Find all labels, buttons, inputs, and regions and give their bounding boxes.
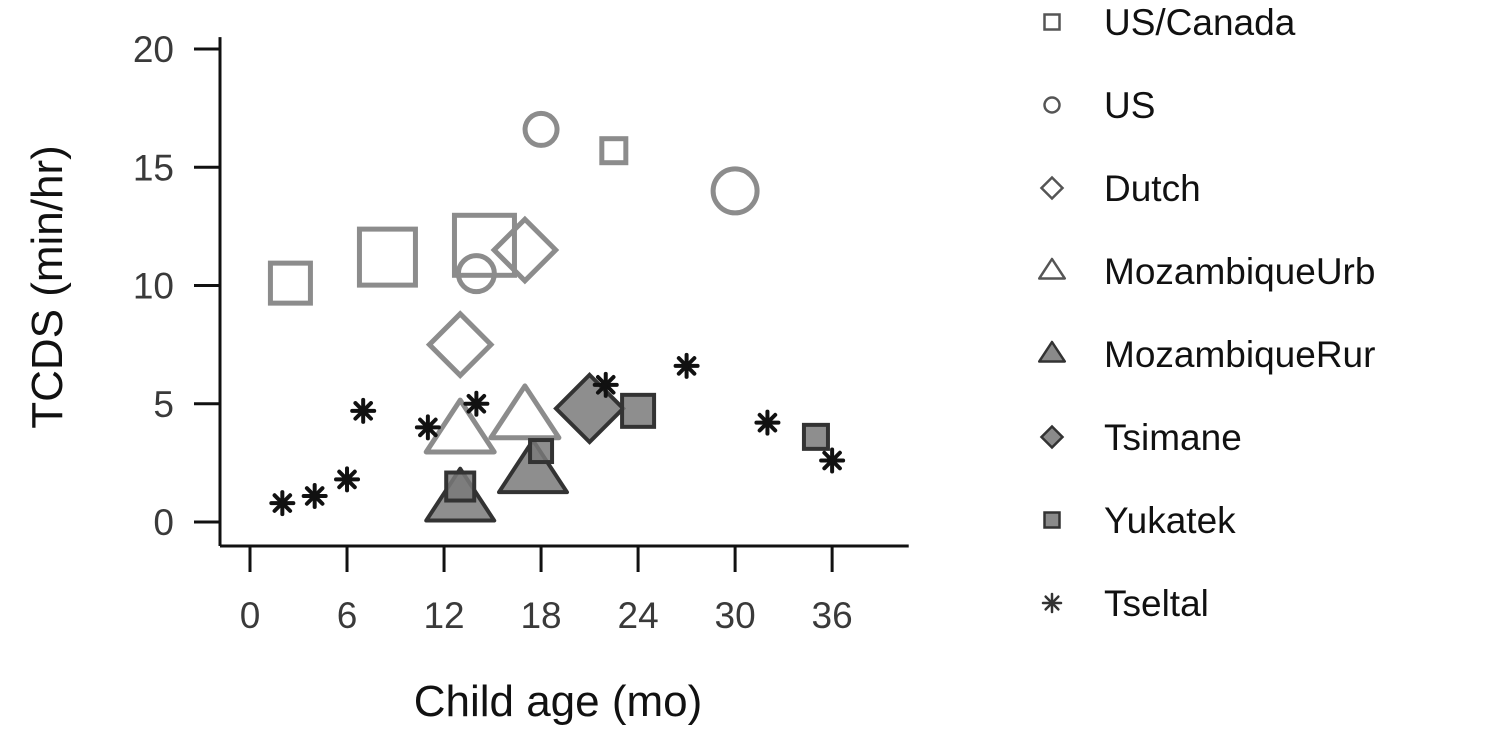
data-point [553, 372, 626, 445]
series-dutch [425, 215, 560, 379]
legend-symbol [1039, 424, 1065, 450]
x-tick-label: 6 [337, 595, 358, 636]
x-tick-label: 30 [715, 595, 756, 636]
data-point [423, 397, 497, 455]
y-tick-label: 10 [133, 266, 174, 307]
legend-label: US/Canada [1104, 2, 1296, 43]
data-point [754, 409, 781, 436]
legend-item: US/Canada [1043, 2, 1296, 43]
data-point [463, 390, 490, 417]
data-point [444, 470, 477, 503]
legend-label: US [1104, 85, 1155, 126]
legend-label: MozambiqueUrb [1104, 251, 1375, 292]
x-tick-label: 0 [240, 595, 261, 636]
data-point [819, 447, 846, 474]
legend-item: Dutch [1039, 168, 1201, 209]
x-axis-title: Child age (mo) [414, 677, 703, 726]
data-points [267, 110, 846, 523]
legend-symbol [1041, 592, 1063, 614]
series-yukatek [444, 392, 830, 503]
legend-symbol [1038, 257, 1066, 280]
data-point [522, 110, 560, 148]
x-tick-label: 24 [618, 595, 659, 636]
y-tick-label: 15 [133, 147, 174, 188]
legend-item: MozambiqueRur [1038, 334, 1375, 375]
y-tick-label: 5 [153, 384, 174, 425]
legend-symbol [1039, 175, 1065, 201]
legend-label: Yukatek [1104, 500, 1236, 541]
data-point [528, 438, 555, 465]
data-point [592, 371, 619, 398]
legend-item: Tseltal [1041, 583, 1209, 624]
data-point [710, 166, 760, 216]
data-point [488, 383, 562, 441]
legend-label: Tsimane [1104, 417, 1242, 458]
legend-symbol [1043, 13, 1061, 31]
legend-symbol [1038, 340, 1066, 363]
data-point [455, 253, 497, 295]
data-point [673, 352, 700, 379]
data-point [269, 490, 296, 517]
y-tick-label: 20 [133, 29, 174, 70]
legend: US/Canada US Dutch MozambiqueUrb MozambiqueR… [1038, 2, 1375, 624]
legend-symbol [1043, 96, 1061, 114]
data-point [620, 392, 657, 429]
legend-label: Dutch [1104, 168, 1201, 209]
data-point [425, 310, 495, 379]
legend-item: US [1043, 85, 1155, 126]
legend-symbol [1043, 511, 1061, 529]
data-point [356, 226, 418, 288]
data-point [496, 438, 569, 495]
y-axis-title: TCDS (min/hr) [23, 145, 72, 429]
x-tick-label: 18 [520, 595, 561, 636]
legend-label: Tseltal [1104, 583, 1209, 624]
series-tseltal [269, 352, 846, 517]
legend-item: MozambiqueUrb [1038, 251, 1375, 292]
series-mozambiqueurb [423, 383, 562, 455]
data-point [490, 215, 560, 285]
data-point [414, 414, 441, 441]
data-point [801, 422, 830, 451]
legend-label: MozambiqueRur [1104, 334, 1375, 375]
data-point [267, 260, 313, 306]
data-point [599, 136, 629, 166]
series-us-canada [267, 136, 629, 306]
y-tick-label: 0 [153, 502, 174, 543]
series-us [455, 110, 760, 295]
x-tick-label: 12 [423, 595, 464, 636]
series-tsimane [553, 372, 626, 445]
data-point [301, 482, 328, 509]
x-tick-label: 36 [812, 595, 853, 636]
data-point [350, 397, 377, 424]
data-point [451, 212, 517, 278]
legend-item: Tsimane [1039, 417, 1242, 458]
data-point [334, 466, 361, 493]
axes: 0 5 10 15 20 0 6 12 18 24 30 36 [133, 29, 909, 636]
legend-item: Yukatek [1043, 500, 1236, 541]
